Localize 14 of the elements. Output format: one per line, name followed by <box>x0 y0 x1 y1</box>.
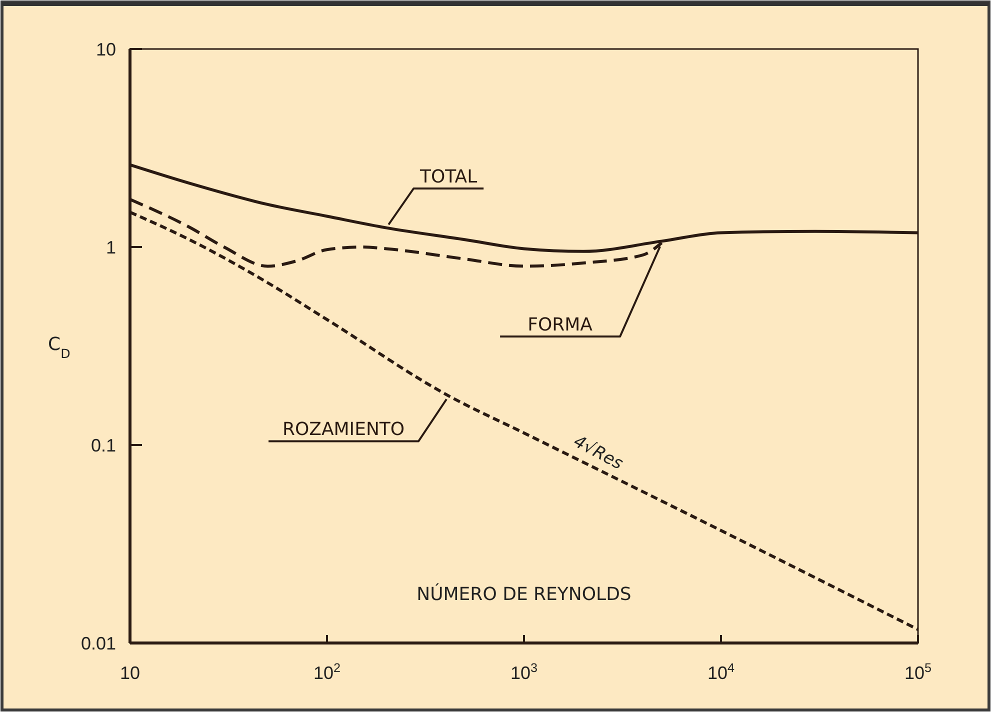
x-tick-label: 10$^{3}$ <box>510 661 538 683</box>
text: ROZAMIENTO <box>282 419 405 440</box>
y-tick-label: 0.1 <box>90 435 116 456</box>
y-axis-title: C$_{D}$ <box>48 334 70 360</box>
x-tick-label: 10$^{4}$ <box>707 661 735 683</box>
text: TOTAL <box>419 166 478 188</box>
x-tick-label: 10 <box>120 663 140 683</box>
x-tick-label: 10$^{5}$ <box>904 661 932 683</box>
y-tick-label: 1 <box>106 237 116 258</box>
y-tick-label: 0.01 <box>80 633 116 654</box>
y-tick-label: 10 <box>96 39 116 60</box>
x-tick-label: 10$^{2}$ <box>313 661 341 683</box>
text: FORMA <box>528 314 594 336</box>
x-axis-title: NÚMERO DE REYNOLDS <box>416 583 632 605</box>
